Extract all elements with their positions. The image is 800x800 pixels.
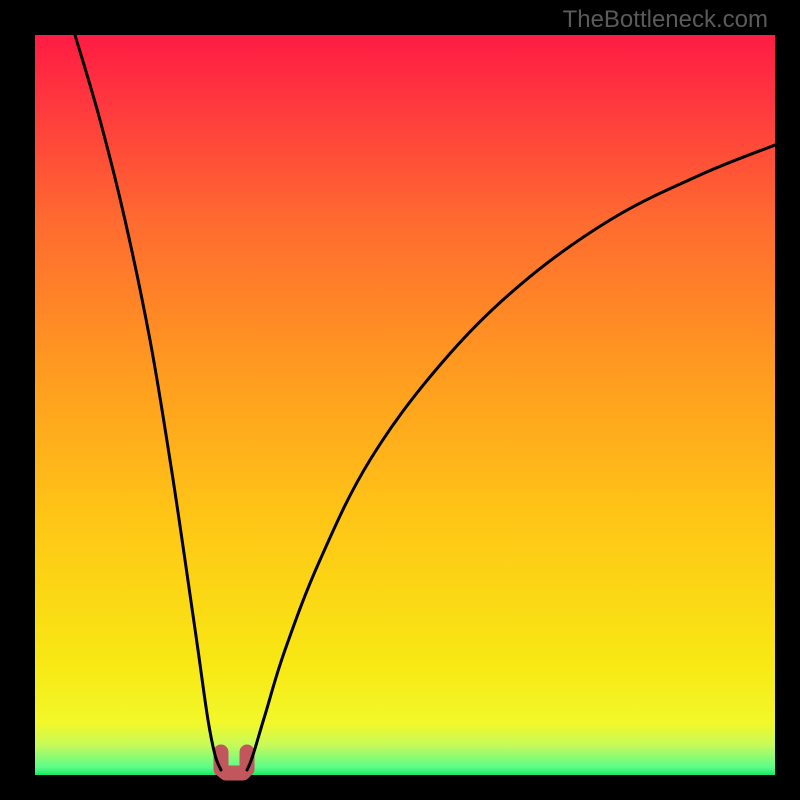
curves-layer: [0, 0, 800, 800]
watermark-text: TheBottleneck.com: [563, 6, 768, 34]
outer-frame: TheBottleneck.com: [0, 0, 800, 800]
right-curve: [247, 145, 775, 770]
left-curve: [75, 35, 221, 770]
nub-marker: [221, 752, 247, 773]
